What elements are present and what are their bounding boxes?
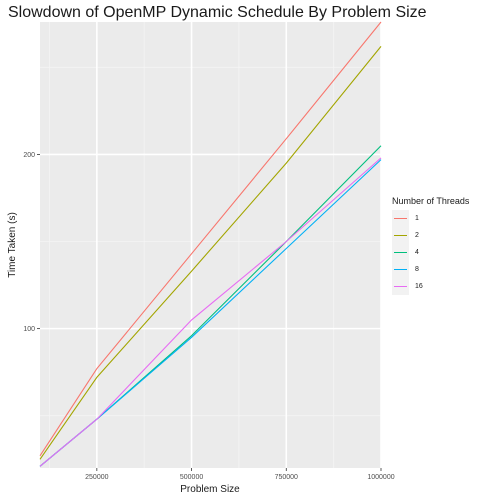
legend-item-1: 1 (392, 210, 492, 227)
legend-label: 4 (415, 249, 419, 256)
x-tick-label: 250000 (85, 474, 108, 481)
legend-key (392, 261, 409, 278)
legend: Number of Threads 1 2 4 8 16 (392, 196, 492, 295)
legend-label: 8 (415, 266, 419, 273)
legend-swatch (394, 286, 407, 287)
y-tick-label: 100 (23, 326, 35, 333)
legend-key (392, 210, 409, 227)
y-axis-label: Time Taken (s) (7, 212, 18, 278)
legend-swatch (394, 235, 407, 236)
y-tick-label: 200 (23, 152, 35, 159)
x-tick-label: 500000 (180, 474, 203, 481)
legend-title: Number of Threads (392, 196, 492, 206)
legend-key (392, 244, 409, 261)
legend-swatch (394, 252, 407, 253)
legend-item-4: 4 (392, 244, 492, 261)
legend-item-16: 16 (392, 278, 492, 295)
legend-label: 2 (415, 232, 419, 239)
legend-key (392, 227, 409, 244)
legend-swatch (394, 269, 407, 270)
legend-item-8: 8 (392, 261, 492, 278)
x-axis-label: Problem Size (180, 484, 240, 495)
x-tick-label: 1000000 (367, 474, 394, 481)
legend-swatch (394, 218, 407, 219)
legend-label: 16 (415, 283, 423, 290)
legend-key (392, 278, 409, 295)
plot-panel (40, 22, 381, 468)
x-tick-label: 750000 (275, 474, 298, 481)
legend-item-2: 2 (392, 227, 492, 244)
legend-label: 1 (415, 215, 419, 222)
